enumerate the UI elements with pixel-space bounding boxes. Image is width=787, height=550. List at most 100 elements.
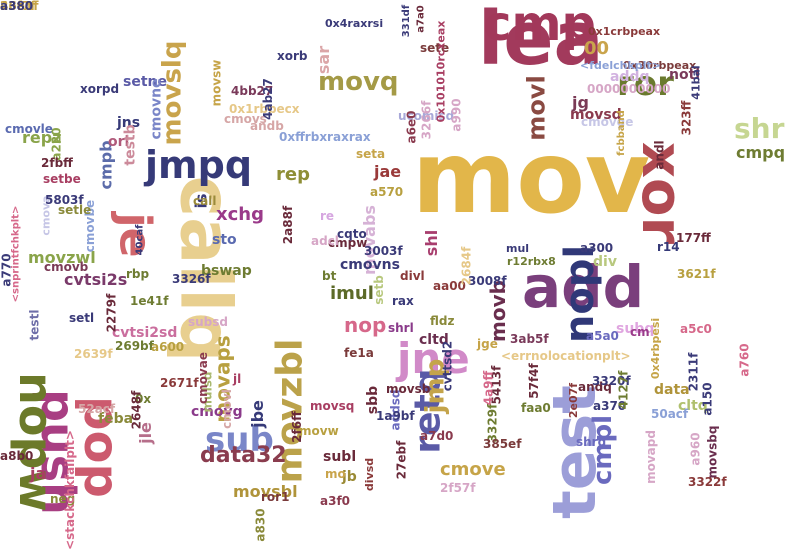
cloud-word: sar: [314, 45, 334, 75]
cloud-word: cqto: [337, 227, 367, 241]
cloud-word: 3ab5f: [510, 332, 549, 346]
cloud-word: 1e41f: [130, 294, 169, 308]
cloud-word: setle: [58, 203, 92, 217]
cloud-word: a380: [0, 0, 34, 13]
cloud-word: ja: [30, 464, 47, 483]
cloud-word: ror: [617, 64, 674, 104]
cloud-word: cmovl: [219, 389, 234, 429]
cloud-word: adcl: [311, 234, 339, 248]
cloud-word: movw: [299, 424, 339, 438]
cloud-word: 2fbff: [41, 156, 73, 170]
cloud-word: 3008f: [468, 274, 507, 288]
cloud-word: 0xffrbxraxrax: [279, 130, 371, 144]
cloud-word: mov: [412, 119, 651, 236]
cloud-word: lea: [478, 0, 604, 82]
cloud-word: cmpq: [736, 143, 786, 162]
cloud-word: movsbl: [233, 482, 298, 501]
cloud-word: cmovg: [191, 404, 243, 420]
cloud-word: 5803f: [45, 193, 84, 207]
cloud-word: repz: [22, 128, 62, 147]
cloud-word: 4ab27: [260, 78, 275, 120]
cloud-word: imul: [330, 283, 374, 304]
cloud-word: 40caf: [133, 224, 145, 255]
cloud-word: jne: [397, 334, 470, 383]
cloud-word: a600: [151, 340, 185, 354]
cloud-word: andb: [250, 119, 284, 133]
cloud-word: 41bal: [689, 64, 703, 100]
cloud-word: 2f6ff: [289, 411, 304, 443]
cloud-word: a760: [737, 342, 752, 377]
cloud-word: setb: [371, 275, 386, 305]
cloud-word: movsd: [570, 107, 622, 123]
cloud-word: cmovge: [581, 115, 634, 129]
cloud-word: 269bf: [115, 339, 154, 353]
cloud-word: nopw: [8, 372, 63, 512]
cloud-word: xorpd: [80, 82, 120, 96]
cloud-word: movsw: [208, 59, 223, 106]
cloud-word: 0x4raxrsi: [325, 17, 384, 30]
cloud-word: seta: [356, 147, 386, 161]
cloud-word: notl: [669, 67, 701, 83]
cloud-word: 3266f: [418, 100, 433, 139]
cloud-word: setne: [123, 74, 167, 90]
cloud-word: cmovle: [5, 122, 53, 136]
cloud-word: divl: [400, 269, 425, 283]
cloud-word: <stackchkfailplt>: [62, 430, 77, 550]
cloud-word: 3003f: [364, 244, 403, 258]
cloud-word: a300: [580, 241, 614, 255]
cloud-word: a8b0: [0, 449, 34, 463]
cloud-word: sub: [205, 420, 274, 460]
cloud-word: movapd: [643, 430, 658, 484]
cloud-word: cvttsd2: [439, 340, 454, 391]
cloud-word: andl: [652, 139, 667, 170]
cloud-word: movb: [485, 280, 510, 342]
cloud-word: cvtsi2sd: [112, 325, 178, 341]
cloud-word: a830: [253, 507, 268, 542]
cloud-word: subsd: [188, 315, 229, 329]
cloud-word: xorb: [277, 49, 308, 63]
cloud-word: jmpq: [145, 143, 253, 187]
cloud-word: 52acf: [78, 402, 116, 416]
cloud-word: 1a9bf: [376, 409, 415, 423]
cloud-word: 0000000000: [587, 82, 671, 96]
cloud-word: 0x30rbpeax: [623, 59, 697, 72]
cloud-word: fe1a: [344, 346, 374, 360]
cloud-word: 323ff: [678, 100, 693, 135]
cloud-word: data: [654, 382, 690, 398]
cloud-word: cmp: [483, 0, 596, 52]
cloud-word: 4bb27: [231, 84, 274, 98]
cloud-word: bt: [322, 269, 337, 283]
cloud-word: cmovns: [340, 257, 400, 273]
cloud-word: 2279f: [103, 293, 118, 332]
cloud-word: 4a9ff: [480, 370, 495, 405]
cloud-word: re: [320, 209, 335, 223]
cloud-word: ucomisd: [398, 109, 455, 123]
cloud-word: mo: [325, 467, 346, 481]
cloud-word: a3f0: [320, 494, 351, 508]
cloud-word: data32: [200, 443, 287, 468]
cloud-word: a5c0: [680, 322, 712, 336]
cloud-word: cltd: [419, 332, 449, 348]
cloud-word: 2648f: [128, 390, 143, 429]
cloud-word: 3326f: [172, 272, 211, 286]
cloud-word: subq: [616, 321, 655, 337]
cloud-word: movsbq: [704, 425, 719, 478]
cloud-word: jb: [342, 469, 357, 485]
cloud-word: 3621f: [677, 267, 716, 281]
cloud-word: testl: [26, 309, 41, 340]
cloud-word: 3320f: [592, 374, 631, 388]
cloud-word: cmpw: [328, 236, 368, 250]
cloud-word: a770: [0, 252, 14, 287]
cloud-word: a990: [449, 97, 464, 132]
cloud-word: add: [522, 253, 645, 321]
cloud-word: testb: [122, 123, 139, 166]
cloud-word: 2639f: [74, 347, 113, 361]
cloud-word: 331df: [401, 4, 413, 38]
cloud-word: 2f57f: [440, 481, 476, 495]
cloud-word: 57f4f: [526, 363, 541, 399]
cloud-word: shr: [734, 112, 785, 145]
cloud-word: 0x: [135, 392, 152, 406]
cloud-word: 2a88f: [281, 205, 296, 245]
cloud-word: feba: [98, 411, 134, 427]
cloud-word: 385ef: [483, 437, 522, 451]
